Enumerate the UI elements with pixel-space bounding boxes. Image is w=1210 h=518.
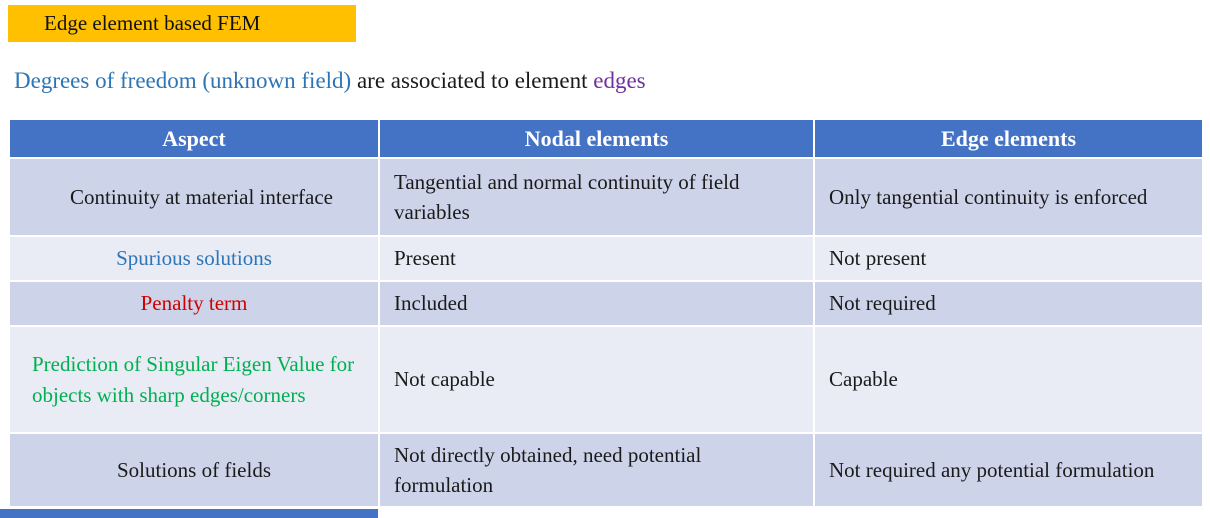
table-row: Continuity at material interface Tangent… [8, 157, 1204, 237]
edge-cell: Not present [813, 235, 1204, 282]
table-header-row: Aspect Nodal elements Edge elements [8, 118, 1204, 159]
aspect-cell: Penalty term [8, 280, 380, 327]
edge-cell: Only tangential continuity is enforced [813, 157, 1204, 237]
subtitle: Degrees of freedom (unknown field) are a… [14, 68, 646, 94]
header-aspect: Aspect [8, 118, 380, 159]
slide-title: Edge element based FEM [44, 11, 261, 35]
table-row: Penalty term Included Not required [8, 280, 1204, 327]
edge-cell: Not required [813, 280, 1204, 327]
nodal-cell: Not capable [378, 325, 815, 434]
bottom-accent-bar [0, 509, 378, 518]
subtitle-middle-text: are associated to element [351, 68, 594, 93]
nodal-cell: Present [378, 235, 815, 282]
subtitle-dof-text: Degrees of freedom (unknown field) [14, 68, 352, 93]
aspect-cell: Continuity at material interface [8, 157, 380, 237]
nodal-cell: Not directly obtained, need potential fo… [378, 432, 815, 508]
header-nodal-elements: Nodal elements [378, 118, 815, 159]
comparison-table: Aspect Nodal elements Edge elements Cont… [8, 118, 1204, 508]
edge-cell: Not required any potential formulation [813, 432, 1204, 508]
header-edge-elements: Edge elements [813, 118, 1204, 159]
table-row: Solutions of fields Not directly obtaine… [8, 432, 1204, 508]
aspect-cell: Prediction of Singular Eigen Value for o… [8, 325, 380, 434]
subtitle-edges-text: edges [593, 68, 646, 93]
table-row: Spurious solutions Present Not present [8, 235, 1204, 282]
slide-title-highlight: Edge element based FEM [8, 5, 356, 42]
nodal-cell: Tangential and normal continuity of fiel… [378, 157, 815, 237]
edge-cell: Capable [813, 325, 1204, 434]
table-row: Prediction of Singular Eigen Value for o… [8, 325, 1204, 434]
nodal-cell: Included [378, 280, 815, 327]
aspect-cell: Spurious solutions [8, 235, 380, 282]
aspect-cell: Solutions of fields [8, 432, 380, 508]
